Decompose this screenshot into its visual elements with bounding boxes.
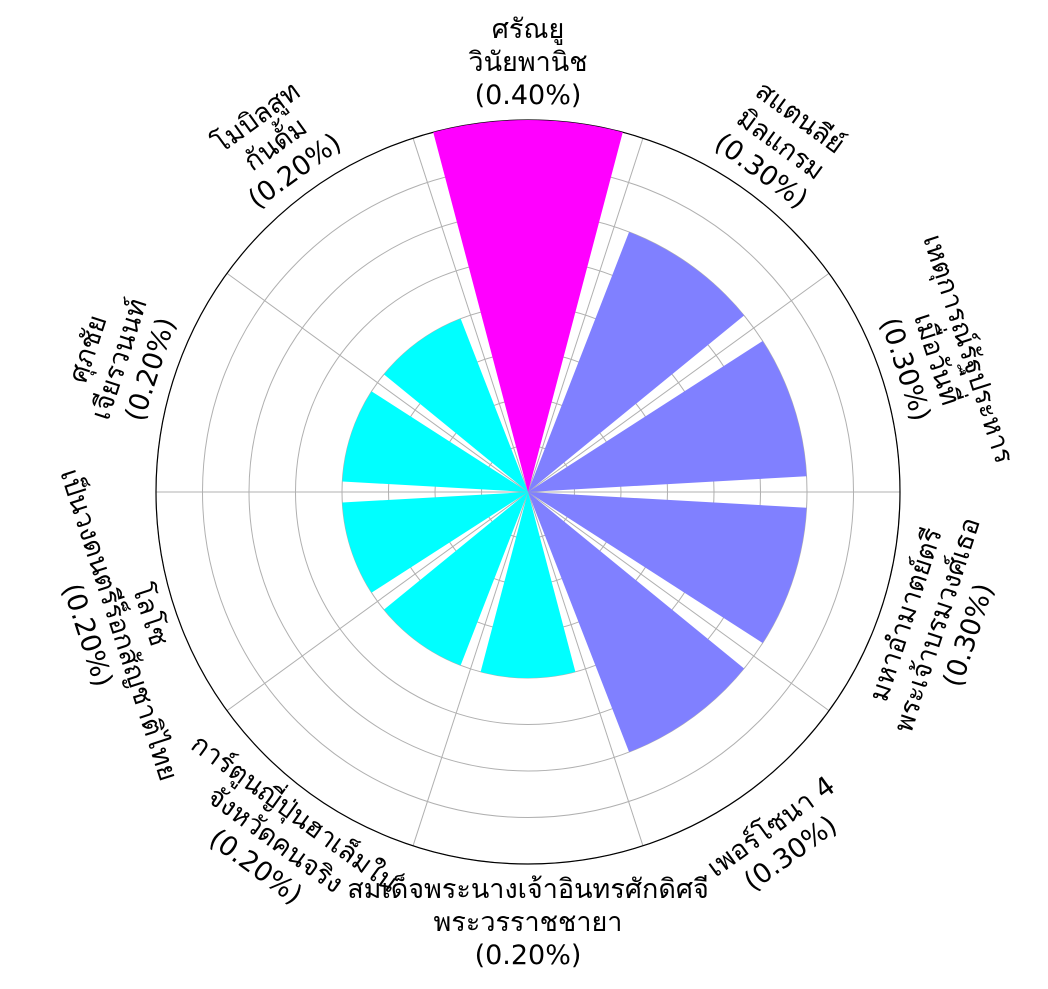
category-label: โลโซเป็นวงดนตรีร็อกสัญชาติไทย(0.20%) (22, 455, 215, 795)
bar-wedge (528, 231, 745, 492)
bars (342, 120, 807, 753)
category-label: การ์ตูนญี่ปุ่นฮาเล็มในจังหวัดคนจริง(0.20… (146, 725, 406, 952)
category-label-line: วินัยพานิช (468, 47, 587, 78)
category-label-line: ศรัณยู (492, 14, 565, 45)
category-label: สแตนลีย์มิลแกรม(0.30%) (709, 73, 853, 215)
category-label-line: สมเด็จพระนางเจ้าอินทรศักดิศจี (347, 871, 709, 905)
category-label: สมเด็จพระนางเจ้าอินทรศักดิศจีพระวรราชชาย… (347, 871, 709, 971)
category-label: เหตุการณ์รัฐประหารเมื่อวันที่(0.30%) (854, 230, 1021, 487)
category-label: โมบิลสูทกันดั้ม(0.20%) (204, 74, 347, 215)
bar-wedge (342, 391, 528, 492)
value-label: (0.40%) (475, 80, 582, 111)
bar-wedge (383, 492, 528, 666)
bar-wedge (433, 120, 623, 493)
bar-wedge (342, 492, 528, 593)
category-label: เพอร์โซนา 4(0.30%) (701, 770, 861, 911)
bar-wedge (480, 492, 576, 678)
category-label: ศรัณยูวินัยพานิช(0.40%) (468, 14, 587, 111)
category-label-line: พระวรราชชายา (434, 907, 623, 938)
bar-wedge (528, 341, 807, 492)
category-label: มหาอำมาตย์ตรีพระเจ้าบรมวงศ์เธอ(0.30%) (856, 503, 1018, 746)
bar-wedge (383, 318, 528, 492)
value-label: (0.20%) (475, 940, 582, 971)
outer-circle (155, 119, 901, 865)
bar-wedge (528, 492, 745, 753)
bar-wedge (528, 492, 807, 643)
